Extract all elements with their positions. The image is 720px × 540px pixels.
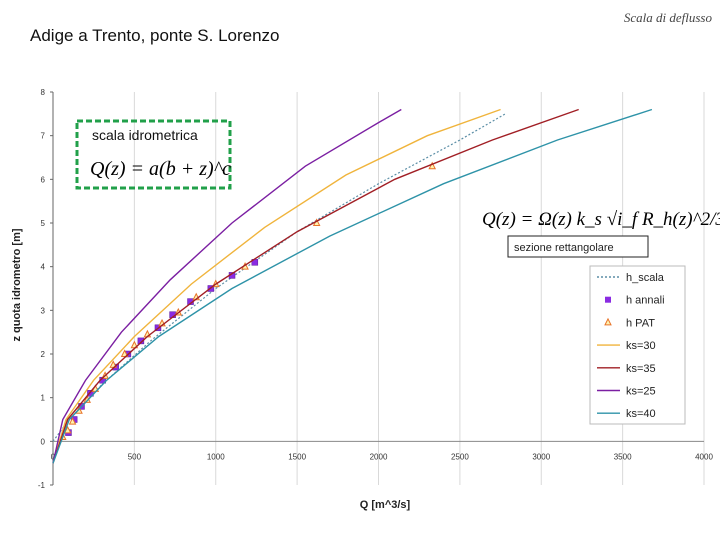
- legend-label-ks-30: ks=30: [626, 340, 656, 352]
- x-axis-label: Q [m^3/s]: [360, 499, 411, 511]
- y-tick-label: 7: [41, 132, 46, 141]
- x-tick-label: 3500: [614, 452, 632, 461]
- sezione-box: [507, 235, 649, 258]
- legend-label-h-scala: h_scala: [626, 272, 665, 284]
- chart-series: [52, 108, 653, 464]
- scala-formula: Q(z) = a(b + z)^c: [90, 158, 231, 180]
- series-line-ks-35: [52, 108, 579, 464]
- series-line-ks-30: [52, 108, 501, 464]
- x-tick-label: 2000: [370, 452, 388, 461]
- x-tick-label: 4000: [695, 452, 713, 461]
- y-tick-label: -1: [38, 481, 46, 490]
- data-point-h-pat: [428, 161, 437, 170]
- y-tick-label: 5: [41, 219, 46, 228]
- y-tick-label: 3: [41, 306, 46, 315]
- y-tick-label: 4: [41, 263, 46, 272]
- manning-formula: Q(z) = Ω(z) k_s √i_f R_h(z)^2/3: [482, 209, 720, 230]
- y-tick-label: 0: [41, 437, 46, 446]
- series-line-ks-25: [52, 108, 402, 464]
- legend-label-ks-40: ks=40: [626, 408, 656, 420]
- x-tick-label: 1500: [288, 452, 306, 461]
- data-point-h-pat: [120, 349, 129, 357]
- y-axis-label: z quota idrometro [m]: [11, 228, 23, 341]
- scala-idrometrica-label: scala idrometrica: [92, 127, 198, 143]
- legend-label-ks-25: ks=25: [626, 386, 656, 398]
- data-point-h-pat: [68, 417, 77, 425]
- data-point-h-annali: [137, 337, 145, 345]
- legend-label-h-pat: h PAT: [626, 317, 655, 329]
- y-tick-label: 2: [41, 350, 46, 359]
- x-tick-label: 1000: [207, 452, 225, 461]
- legend-label-h-annali: h annali: [626, 295, 665, 307]
- scala-idrometrica-box: [75, 119, 232, 190]
- legend-label-ks-35: ks=35: [626, 363, 656, 375]
- series-line-h-scala: [52, 113, 506, 442]
- chart-axes: 05001000150020002500300035004000-1012345…: [38, 88, 714, 490]
- legend-swatch-h-annali: [605, 296, 611, 303]
- y-tick-label: 8: [41, 88, 46, 97]
- series-line-ks-40: [52, 108, 653, 464]
- sezione-label: sezione rettangolare: [514, 242, 614, 254]
- x-tick-label: 500: [128, 452, 142, 461]
- x-tick-label: 2500: [451, 452, 469, 461]
- header-caption: Scala di deflusso: [623, 10, 712, 25]
- y-tick-label: 6: [41, 175, 46, 184]
- y-tick-label: 1: [41, 394, 46, 403]
- x-tick-label: 3000: [532, 452, 550, 461]
- legend-swatch-h-pat: [604, 317, 612, 326]
- slide-title: Adige a Trento, ponte S. Lorenzo: [30, 26, 280, 45]
